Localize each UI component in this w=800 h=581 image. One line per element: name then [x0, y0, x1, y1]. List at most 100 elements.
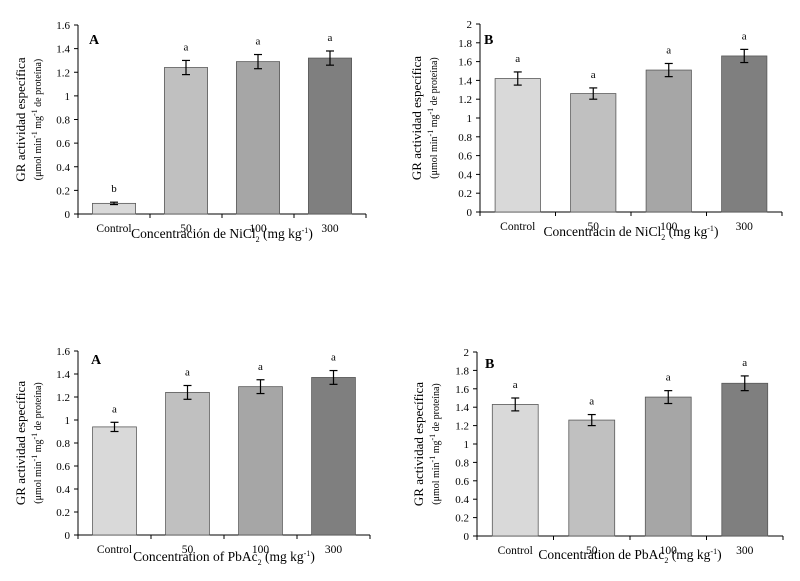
chart-panel-2: 0 0.2 0.4 0.6 0.8 1 1.2 1.4 1.6 1.8 2 a Control a 50 a 1… [409, 19, 783, 242]
category-label: 100 [660, 221, 678, 233]
bar [311, 377, 356, 536]
y-tick-label: 0.8 [455, 457, 469, 469]
y-axis-subtitle: (μmol min-1 mg-1 de proteína) [426, 57, 440, 178]
panel-letter: A [89, 33, 100, 48]
y-tick-label: 0.6 [458, 151, 472, 163]
bar [163, 67, 208, 215]
y-tick-label: 0.2 [455, 513, 469, 525]
significance-letter: a [515, 53, 520, 65]
y-tick-label: 1.4 [56, 44, 70, 56]
y-axis-subtitle: (μmol min-1 mg-1 de proteína) [428, 383, 442, 504]
panel-letter: B [485, 357, 494, 372]
y-tick-label: 1 [467, 113, 473, 125]
y-tick-label: 0 [464, 531, 470, 543]
chart-panel-1: 0 0.2 0.4 0.6 0.8 1 1.2 1.4 1.6 b Control a 50 a 100 a 3… [13, 20, 367, 244]
y-tick-label: 0.2 [56, 507, 70, 519]
y-tick-label: 1.6 [56, 346, 70, 358]
category-label: 50 [586, 545, 598, 557]
significance-letter: a [256, 36, 261, 48]
chart-panel-4: 0 0.2 0.4 0.6 0.8 1 1.2 1.4 1.6 1.8 2 a Control a 50 a 1… [411, 347, 784, 565]
x-axis-title: Concentration de PbAc2 (mg kg-1) [538, 547, 721, 565]
significance-letter: a [666, 44, 671, 56]
significance-letter: a [258, 361, 263, 373]
y-tick-label: 1.4 [56, 369, 70, 381]
significance-letter: a [589, 396, 594, 408]
y-tick-label: 0 [467, 207, 473, 219]
significance-letter: a [513, 379, 518, 391]
y-tick-label: 0.2 [56, 185, 70, 197]
y-tick-label: 1.2 [56, 67, 70, 79]
y-tick-label: 1 [65, 91, 71, 103]
y-tick-label: 2 [464, 347, 470, 359]
significance-letter: a [666, 372, 671, 384]
bar [644, 396, 692, 537]
y-tick-label: 0.6 [56, 461, 70, 473]
category-label: 300 [325, 544, 343, 556]
chart-panel-3: 0 0.2 0.4 0.6 0.8 1 1.2 1.4 1.6 a Control a 50 a 100 a 3… [13, 346, 371, 567]
bar [491, 404, 539, 537]
category-label: Control [97, 544, 132, 556]
category-label: 50 [182, 544, 194, 556]
significance-letter: a [742, 30, 747, 42]
significance-letter: a [331, 352, 336, 364]
category-label: 50 [588, 221, 600, 233]
category-label: 100 [249, 223, 267, 235]
y-tick-label: 1.2 [56, 392, 70, 404]
y-tick-label: 1.6 [455, 384, 469, 396]
bar [494, 78, 541, 213]
y-tick-label: 1 [65, 415, 71, 427]
y-tick-label: 0.2 [458, 188, 472, 200]
y-tick-label: 1.6 [56, 20, 70, 32]
bar [721, 55, 768, 213]
bar [235, 61, 280, 215]
category-label: 300 [321, 223, 339, 235]
y-axis-subtitle: (μmol min-1 mg-1 de proteína) [30, 382, 44, 503]
bar [570, 93, 617, 213]
y-tick-label: 1.2 [458, 94, 472, 106]
category-label: Control [500, 221, 535, 233]
y-tick-label: 0.6 [455, 476, 469, 488]
significance-letter: a [184, 41, 189, 53]
panel-letter: B [484, 33, 493, 48]
y-tick-label: 0.4 [56, 484, 70, 496]
y-tick-label: 1.8 [455, 365, 469, 377]
category-label: Control [498, 545, 533, 557]
y-tick-label: 1.2 [455, 421, 469, 433]
y-tick-label: 0.8 [458, 132, 472, 144]
y-tick-label: 0.8 [56, 115, 70, 127]
category-label: 300 [736, 545, 754, 557]
panel-letter: A [91, 353, 102, 368]
significance-letter: a [328, 32, 333, 44]
y-tick-label: 1.6 [458, 57, 472, 69]
significance-letter: b [111, 183, 117, 195]
y-tick-label: 0 [65, 209, 71, 221]
y-axis-subtitle: (μmol min-1 mg-1 de proteína) [30, 59, 44, 180]
y-axis-title: GR actividad específica [13, 57, 28, 181]
bar [307, 57, 352, 215]
y-tick-label: 1.4 [455, 402, 469, 414]
y-tick-label: 0.6 [56, 138, 70, 150]
bar [165, 391, 210, 536]
x-axis-title: Concentración de NiCl2 (mg kg-1) [131, 226, 313, 244]
category-label: 100 [252, 544, 270, 556]
y-tick-label: 2 [467, 19, 473, 31]
category-label: 300 [736, 221, 754, 233]
x-axis-title: Concentracin de NiCl2 (mg kg-1) [544, 224, 719, 242]
bar [721, 382, 769, 537]
y-tick-label: 0.8 [56, 438, 70, 450]
x-axis-title: Concentration of PbAc2 (mg kg-1) [133, 549, 315, 567]
category-label: 100 [660, 545, 678, 557]
bar [92, 426, 137, 536]
y-tick-label: 0 [65, 530, 71, 542]
y-tick-label: 0.4 [458, 169, 472, 181]
y-axis-title: GR actividad específica [409, 56, 424, 180]
y-axis-title: GR actividad específica [13, 381, 28, 505]
bar [568, 419, 616, 537]
y-tick-label: 0.4 [56, 162, 70, 174]
bar [238, 386, 283, 536]
y-tick-label: 1.8 [458, 38, 472, 50]
significance-letter: a [742, 357, 747, 369]
significance-letter: a [591, 69, 596, 81]
y-tick-label: 0.4 [455, 494, 469, 506]
